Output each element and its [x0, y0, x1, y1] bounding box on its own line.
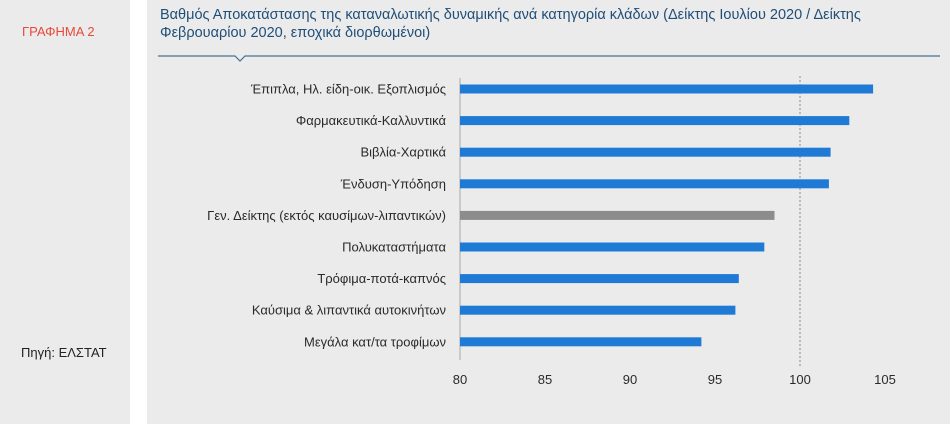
category-label: Καύσιμα & λιπαντικά αυτοκινήτων	[252, 303, 446, 318]
category-label: Φαρμακευτικά-Καλλυντικά	[296, 113, 447, 128]
bar	[460, 337, 702, 347]
bar	[460, 210, 775, 220]
bar	[460, 84, 874, 94]
figure-label: ΓΡΑΦΗΜΑ 2	[22, 24, 95, 39]
bar	[460, 242, 765, 252]
left-panel: ΓΡΑΦΗΜΑ 2 Πηγή: ΕΛΣΤΑΤ	[0, 0, 130, 424]
bar	[460, 179, 829, 189]
category-label: Ένδυση-Υπόδηση	[340, 176, 446, 191]
source-label: Πηγή: ΕΛΣΤΑΤ	[21, 345, 107, 360]
title-underline	[158, 55, 940, 62]
bar	[460, 305, 736, 315]
category-label: Έπιπλα, Ηλ. είδη-οικ. Εξοπλισμός	[250, 82, 446, 97]
x-tick-label: 105	[874, 372, 896, 387]
x-tick-label: 90	[623, 372, 637, 387]
x-tick-label: 85	[538, 372, 552, 387]
gutter	[130, 0, 147, 424]
x-tick-label: 95	[708, 372, 722, 387]
bar	[460, 147, 831, 157]
category-label: Γεν. Δείκτης (εκτός καυσίμων-λιπαντικών)	[207, 208, 446, 223]
category-label: Πολυκαταστήματα	[342, 240, 446, 255]
category-label: Βιβλία-Χαρτικά	[360, 145, 446, 160]
bar	[460, 274, 739, 284]
category-label: Μεγάλα κατ/τα τροφίμων	[304, 334, 446, 349]
x-tick-label: 80	[453, 372, 467, 387]
category-label: Τρόφιμα-ποτά-καπνός	[317, 271, 446, 286]
x-tick-label: 100	[789, 372, 811, 387]
bar	[460, 116, 850, 126]
chart-title: Βαθμός Αποκατάστασης της καταναλωτικής δ…	[160, 7, 861, 41]
